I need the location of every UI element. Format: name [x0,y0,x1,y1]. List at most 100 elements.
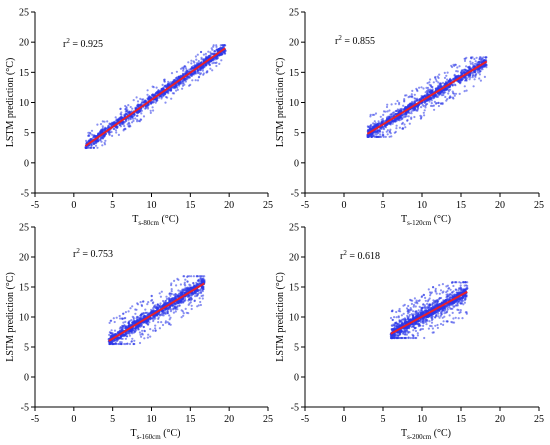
data-point [138,331,141,334]
data-point [408,122,411,125]
data-point [417,322,420,325]
data-point [127,321,130,324]
data-point [140,315,143,318]
data-point [449,288,452,291]
data-point [143,329,146,332]
data-point [428,320,431,323]
data-point [174,85,177,88]
data-point [397,334,400,337]
data-point [480,57,483,60]
x-tick-label: 10 [147,200,157,211]
data-point [442,290,445,293]
y-tick-label: 10 [19,98,29,109]
y-tick-label: 5 [294,128,299,139]
data-point [475,72,478,76]
data-point [448,314,451,317]
data-point [441,309,444,312]
data-point [199,277,202,280]
chart-panel-4: -5 0 5 10 15 20 25 -5 0 5 10 15 20 25 LSTM prediction … [275,223,544,442]
data-point [459,296,463,300]
data-point [460,288,463,291]
data-point [415,299,418,302]
data-point [119,117,123,120]
data-point [202,53,205,56]
data-point [146,336,149,339]
data-point [465,89,468,92]
data-point [424,296,427,299]
data-point [129,307,132,310]
data-point [410,302,413,305]
data-point [91,133,94,136]
data-point [139,97,142,100]
r2-annotation: r2 = 0.753 [73,247,113,260]
data-point [149,101,153,104]
data-point [422,303,425,306]
data-point [115,125,119,128]
data-point [391,328,394,332]
data-point [446,295,449,298]
data-point [443,299,447,303]
data-point [122,312,125,315]
data-point [443,312,446,315]
data-point [157,321,160,324]
data-point [410,93,413,96]
data-point [407,336,410,339]
data-point [391,111,394,114]
data-point [403,123,406,126]
data-point [170,288,173,291]
data-point [164,85,167,88]
data-point [157,316,160,319]
data-point [402,116,405,119]
x-tick-label: 20 [495,200,505,211]
data-point [124,332,128,336]
data-point [457,308,460,312]
data-point [207,50,210,53]
data-point [485,66,488,69]
data-point [450,281,454,284]
data-point [474,60,477,63]
data-point [408,315,411,318]
data-point [164,320,167,323]
data-point [170,284,173,287]
data-point [381,117,384,120]
data-point [119,341,122,344]
y-tick-label: 15 [19,68,29,79]
data-point [425,86,428,89]
data-point [410,299,413,302]
data-point [147,96,151,100]
data-point [159,302,162,305]
data-point [458,92,461,95]
data-point [198,75,201,78]
data-point [110,130,113,134]
data-point [421,309,424,312]
data-point [410,116,413,119]
data-point [403,98,406,101]
data-point [408,95,411,98]
data-point [118,314,121,318]
data-point [428,100,431,103]
data-point [399,336,402,340]
data-point [436,95,439,98]
data-point [396,109,399,112]
data-point [386,133,389,136]
data-point [407,312,410,315]
data-point [182,301,185,304]
data-point [120,111,123,114]
x-tick-label: 5 [110,414,115,425]
data-point [196,305,199,308]
data-point [401,121,404,124]
data-point [415,336,418,340]
data-point [167,83,171,86]
data-point [190,59,193,62]
data-point [422,293,426,297]
data-point [370,135,373,138]
data-point [394,102,397,105]
data-point [391,318,394,322]
data-point [96,146,99,149]
data-point [218,53,221,57]
data-point [120,342,123,346]
data-point [474,62,477,66]
data-point [378,135,381,138]
data-point [452,317,455,320]
data-point [129,118,132,121]
